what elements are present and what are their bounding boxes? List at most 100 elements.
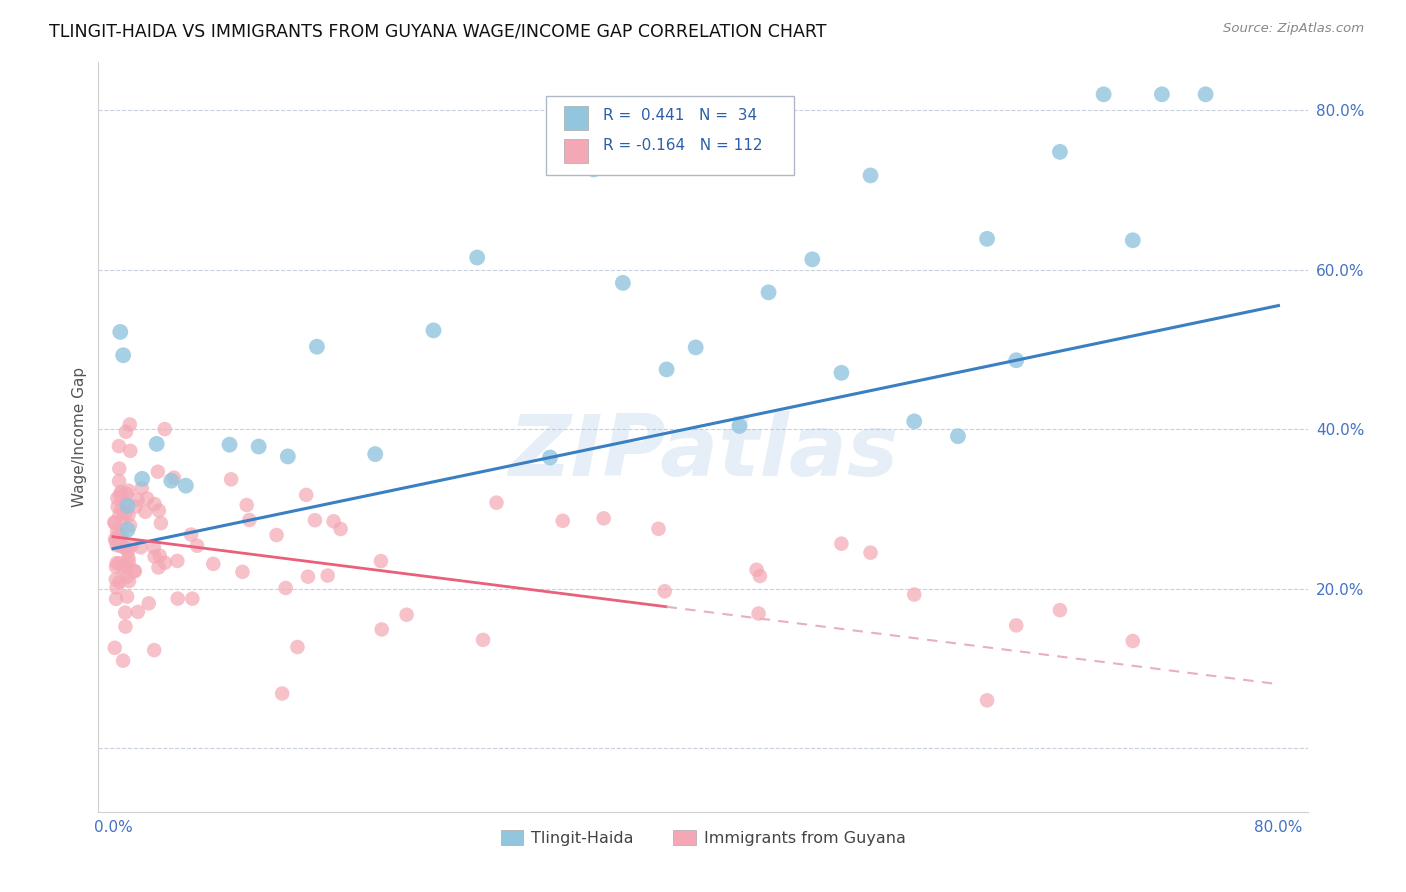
Point: [142, 540, 165, 554]
Point: [163, 471, 186, 485]
Point: [117, 499, 139, 513]
Point: [801, 252, 824, 267]
Point: [655, 362, 678, 376]
Point: [122, 564, 145, 578]
Point: [266, 528, 288, 542]
Point: [117, 483, 139, 498]
Point: [110, 538, 132, 552]
Y-axis label: Wage/Income Gap: Wage/Income Gap: [72, 367, 87, 508]
Point: [118, 556, 141, 570]
Point: [976, 232, 998, 246]
Point: [1194, 87, 1216, 102]
Point: [395, 607, 418, 622]
Point: [322, 514, 344, 528]
Point: [181, 591, 204, 606]
Point: [110, 485, 132, 500]
Point: [108, 461, 131, 475]
Point: [287, 640, 309, 654]
Point: [422, 323, 444, 337]
Point: [1005, 618, 1028, 632]
Point: [316, 568, 339, 582]
Point: [125, 500, 148, 514]
Point: [105, 556, 128, 570]
Point: [118, 518, 141, 533]
Point: [830, 536, 852, 550]
Point: [103, 515, 125, 529]
Point: [859, 169, 882, 183]
Point: [115, 487, 138, 501]
Point: [110, 536, 132, 550]
Point: [592, 511, 614, 525]
Point: [1092, 87, 1115, 102]
Point: [134, 505, 156, 519]
Point: [728, 419, 751, 434]
Point: [107, 500, 129, 514]
Point: [305, 340, 328, 354]
Point: [108, 439, 131, 453]
Point: [551, 514, 574, 528]
Point: [117, 523, 139, 537]
Point: [612, 276, 634, 290]
Point: [274, 581, 297, 595]
Point: [180, 527, 202, 541]
Point: [277, 450, 299, 464]
Point: [329, 522, 352, 536]
Point: [143, 549, 166, 564]
Text: TLINGIT-HAIDA VS IMMIGRANTS FROM GUYANA WAGE/INCOME GAP CORRELATION CHART: TLINGIT-HAIDA VS IMMIGRANTS FROM GUYANA …: [49, 22, 827, 40]
Point: [745, 563, 768, 577]
Point: [105, 524, 128, 538]
Point: [219, 472, 242, 486]
Point: [1049, 603, 1071, 617]
Point: [108, 556, 131, 570]
Point: [118, 417, 141, 432]
Point: [127, 492, 149, 507]
Point: [117, 569, 139, 583]
Point: [104, 533, 127, 547]
Point: [647, 522, 669, 536]
Point: [129, 541, 152, 555]
Point: [118, 574, 141, 588]
Point: [104, 516, 127, 530]
Point: [105, 581, 128, 595]
Point: [758, 285, 780, 300]
Text: Source: ZipAtlas.com: Source: ZipAtlas.com: [1223, 22, 1364, 36]
Point: [1122, 233, 1144, 247]
Point: [370, 623, 392, 637]
Point: [138, 596, 160, 610]
Text: R =  0.441   N =  34: R = 0.441 N = 34: [603, 109, 756, 123]
Point: [104, 640, 127, 655]
Point: [110, 325, 132, 339]
Point: [859, 546, 882, 560]
Point: [110, 528, 132, 542]
Point: [143, 643, 166, 657]
Point: [160, 474, 183, 488]
Point: [114, 619, 136, 633]
Point: [235, 498, 257, 512]
Point: [114, 541, 136, 555]
Point: [297, 569, 319, 583]
Point: [105, 559, 128, 574]
Point: [472, 632, 495, 647]
Point: [145, 437, 167, 451]
Point: [105, 591, 128, 606]
Point: [149, 549, 172, 563]
Point: [218, 437, 240, 451]
Point: [104, 533, 127, 548]
Point: [370, 554, 392, 568]
Point: [143, 497, 166, 511]
Point: [153, 556, 176, 570]
Text: ZIPatlas: ZIPatlas: [508, 410, 898, 493]
FancyBboxPatch shape: [564, 138, 588, 162]
Point: [748, 607, 770, 621]
Point: [538, 450, 561, 465]
Point: [112, 561, 135, 575]
Point: [485, 496, 508, 510]
Point: [108, 474, 131, 488]
Point: [107, 529, 129, 543]
Point: [131, 481, 153, 495]
Point: [108, 508, 131, 522]
Point: [976, 693, 998, 707]
Point: [115, 425, 138, 439]
Point: [105, 538, 128, 552]
Point: [117, 551, 139, 566]
